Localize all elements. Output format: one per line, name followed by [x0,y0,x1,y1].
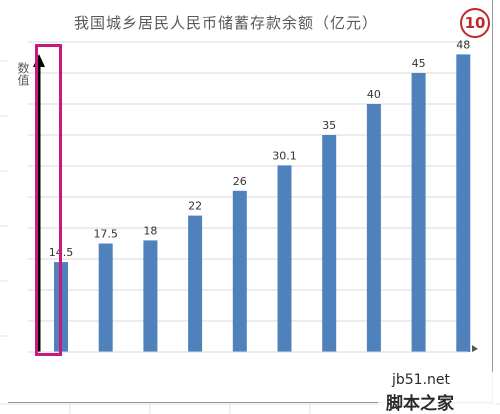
watermark: jb51.net 脚本之家 [378,372,496,414]
bar[interactable] [366,104,381,352]
bar[interactable] [277,165,292,352]
y-axis-title[interactable]: 数值 [16,62,30,86]
data-label: 18 [143,224,157,237]
data-label: 45 [412,57,426,70]
step-number-badge: 10 [460,8,490,38]
bar[interactable] [188,215,203,352]
data-label: 30.1 [272,149,297,162]
watermark-url: jb51.net [392,372,451,388]
highlight-box [35,44,62,356]
bar[interactable] [232,190,247,352]
bar[interactable] [456,54,471,353]
data-label: 17.5 [93,228,118,241]
bar[interactable] [143,240,158,352]
data-label: 26 [233,175,247,188]
bar[interactable] [411,73,426,352]
bar[interactable] [322,135,337,352]
gridlines [28,41,468,353]
x-axis-arrowhead [472,345,478,352]
data-label: 40 [367,88,381,101]
watermark-site-name: 脚本之家 [386,394,454,414]
chart-area[interactable]: 我国城乡居民人民币储蓄存款余额（亿元） 10 数值 14.5 17.5 18 22 26… [8,0,493,403]
data-label: 35 [322,119,336,132]
data-label: 22 [188,200,202,213]
bar-series [54,54,471,353]
chart-title: 我国城乡居民人民币储蓄存款余额（亿元） [74,14,379,32]
data-label: 48 [456,38,470,51]
bar[interactable] [98,243,113,353]
